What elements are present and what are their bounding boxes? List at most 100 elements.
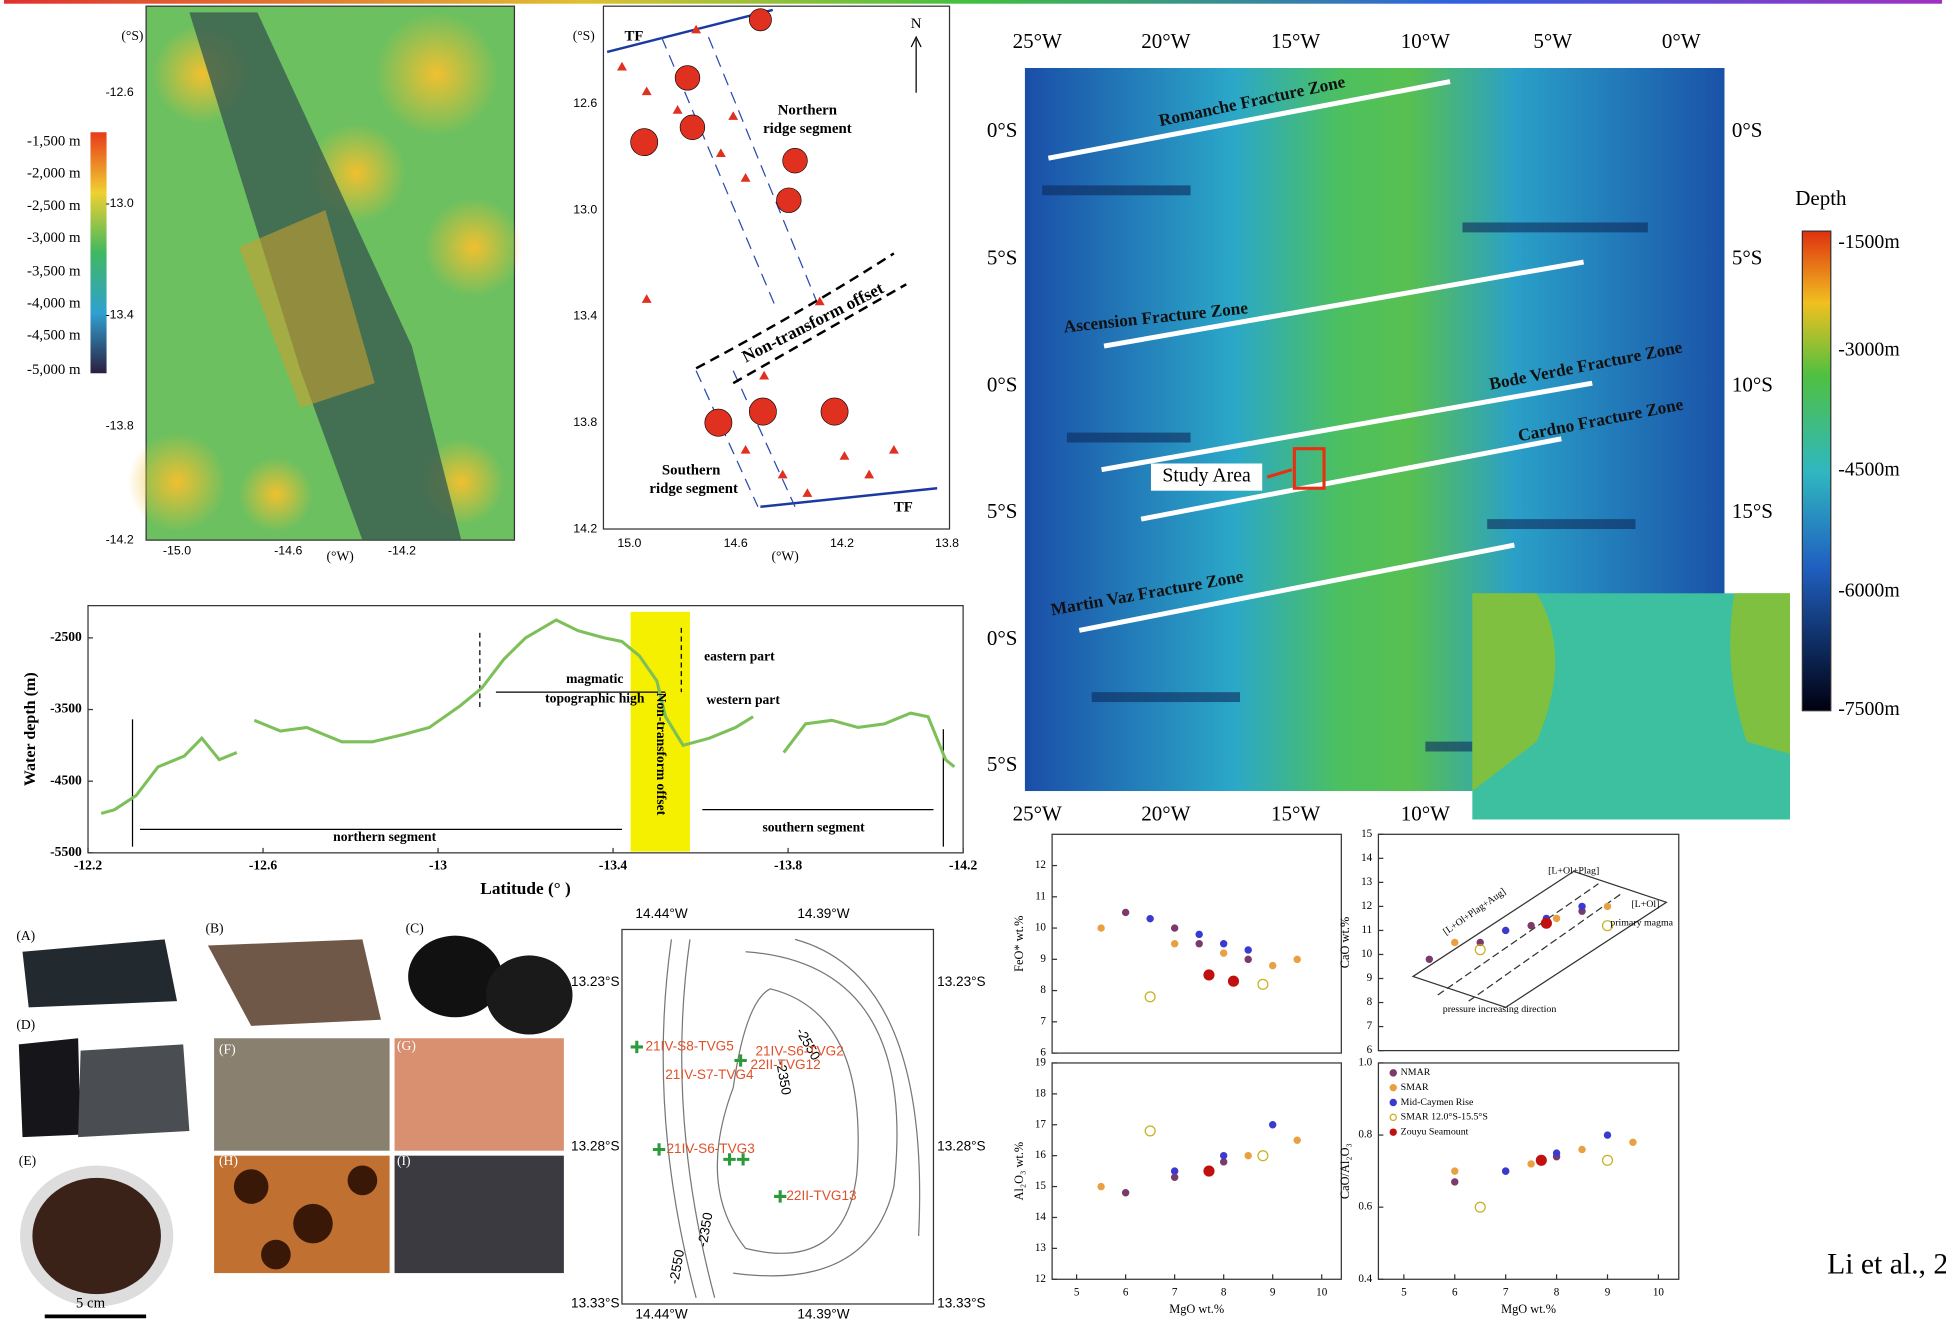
scatter-point [1229, 976, 1239, 986]
colorbar-label: -1500m [1838, 231, 1900, 253]
scatter-point [1452, 1179, 1458, 1185]
y-tick-label: 14.2 [573, 521, 597, 535]
credit: Li et al., 20 [1827, 1249, 1946, 1281]
x-tick-label: 14.44°W [635, 906, 687, 921]
segment-label: ridge segment [763, 121, 852, 137]
scatter-point [1258, 979, 1268, 989]
x-tick-label: 6 [1452, 1286, 1458, 1298]
sample-label: 21IV-S8-TVG5 [645, 1038, 733, 1053]
x-tick-label: 20°W [1141, 802, 1190, 826]
y-tick-label: -14.2 [106, 532, 134, 546]
x-axis-label: MgO wt.% [1501, 1302, 1556, 1316]
y-tick-label: -13.8 [106, 419, 134, 433]
plot-frame [1378, 834, 1678, 1050]
x-tick-label: 14.39°W [797, 906, 849, 921]
x-tick-label: 15°W [1271, 29, 1320, 53]
x-tick-label: 5°W [1533, 29, 1572, 53]
x-tick-label: 6 [1123, 1286, 1129, 1298]
panel-label: (E) [19, 1153, 36, 1169]
scatter-point [1123, 909, 1129, 915]
tectonic-map [603, 6, 949, 529]
y-tick-label: 0.4 [1358, 1273, 1372, 1285]
scatter-point [1503, 1168, 1509, 1174]
x-tick-label: 5 [1401, 1286, 1407, 1298]
x-tick-label: 7 [1172, 1286, 1178, 1298]
annotation: primary magma [1610, 918, 1673, 929]
y-tick-label: 15 [1361, 828, 1373, 840]
x-tick-label: 8 [1221, 1286, 1227, 1298]
scatter-point [1172, 1174, 1178, 1180]
panel-label: (A) [16, 928, 35, 944]
y-tick-label: 15 [1035, 1180, 1047, 1192]
scatter-point [1172, 941, 1178, 947]
x-tick-label: 10°W [1401, 802, 1450, 826]
y-tick-label: 0°S [1732, 118, 1763, 142]
y-axis-label: CaO wt.% [1338, 917, 1352, 968]
annotation: Non-transform offset [654, 693, 669, 816]
x-tick-label: 8 [1554, 1286, 1560, 1298]
colorbar-label: -3,500 m [27, 263, 81, 279]
y-tick-label: -13.4 [106, 307, 134, 321]
y-tick-label: 12 [1035, 859, 1046, 871]
y-tick-label: 7 [1040, 1015, 1046, 1027]
contour-map [622, 929, 933, 1304]
scatter-point [1172, 1168, 1178, 1174]
y-tick-label: -4500 [50, 772, 82, 787]
scatter-point [1221, 950, 1227, 956]
profile-extras [133, 612, 944, 852]
annotation: [L+Ol+Plag+Aug] [1441, 886, 1508, 937]
x-axis-label: MgO wt.% [1169, 1302, 1224, 1316]
y-tick-label: 17 [1035, 1118, 1047, 1130]
scatter-point [1528, 923, 1534, 929]
top-map [90, 6, 523, 540]
x-tick-label: 10 [1653, 1286, 1665, 1298]
scatter-point [1204, 970, 1214, 980]
scatter-point [1553, 1150, 1559, 1156]
scatter-point [1553, 915, 1559, 921]
y-tick-label: 11 [1362, 924, 1373, 936]
y-tick-label: 12 [1361, 900, 1372, 912]
y-tick-label: 15°S [1732, 499, 1773, 523]
x-tick-label: 15.0 [617, 536, 641, 550]
panel-label: (B) [205, 921, 223, 937]
y-tick-label: 18 [1035, 1087, 1047, 1099]
y-tick-label: 5°S [987, 752, 1018, 776]
depth-line [101, 620, 954, 813]
scatter-point [1245, 947, 1251, 953]
y-tick-label: 14 [1361, 852, 1373, 864]
scatter-point [1630, 1139, 1636, 1145]
y-tick-label: 16 [1035, 1149, 1047, 1161]
y-tick-label: 13.23°S [937, 974, 985, 989]
sample-label: 21IV-S6-TVG3 [666, 1141, 754, 1156]
x-tick-label: 0°W [1662, 29, 1701, 53]
colorbar-label: -3000m [1838, 339, 1900, 361]
legend-marker [1390, 1085, 1396, 1091]
scatter-point [1098, 1183, 1104, 1189]
scatter-point [1579, 1146, 1585, 1152]
annotation: [L+Ol] [1631, 899, 1659, 910]
scale-label: 5 cm [76, 1295, 106, 1311]
axis-unit: (°S) [573, 28, 595, 44]
y-tick-label: 13.4 [573, 309, 597, 323]
legend-label: Zouyu Seamount [1401, 1126, 1469, 1137]
scatter-point [1221, 941, 1227, 947]
x-tick-label: 5 [1074, 1286, 1080, 1298]
segment-label: Southern [662, 462, 721, 478]
legend-marker [1390, 1099, 1396, 1105]
y-tick-label: 0°S [987, 373, 1018, 397]
y-tick-label: 9 [1367, 972, 1373, 984]
segment-label: ridge segment [649, 481, 738, 497]
legend-label: NMAR [1401, 1067, 1431, 1078]
scatter-point [1270, 962, 1276, 968]
y-tick-label: 8 [1040, 984, 1046, 996]
y-tick-label: 12 [1035, 1273, 1046, 1285]
x-tick-label: 20°W [1141, 29, 1190, 53]
scatter-point [1270, 1122, 1276, 1128]
scatter-point [1503, 927, 1509, 933]
scatter-point [1258, 1151, 1268, 1161]
annotation: magmatic [566, 671, 623, 686]
scatter-point [1294, 1137, 1300, 1143]
y-tick-label: 13 [1035, 1242, 1047, 1254]
scatter-point [1426, 956, 1432, 962]
y-tick-label: 13.23°S [571, 974, 619, 989]
